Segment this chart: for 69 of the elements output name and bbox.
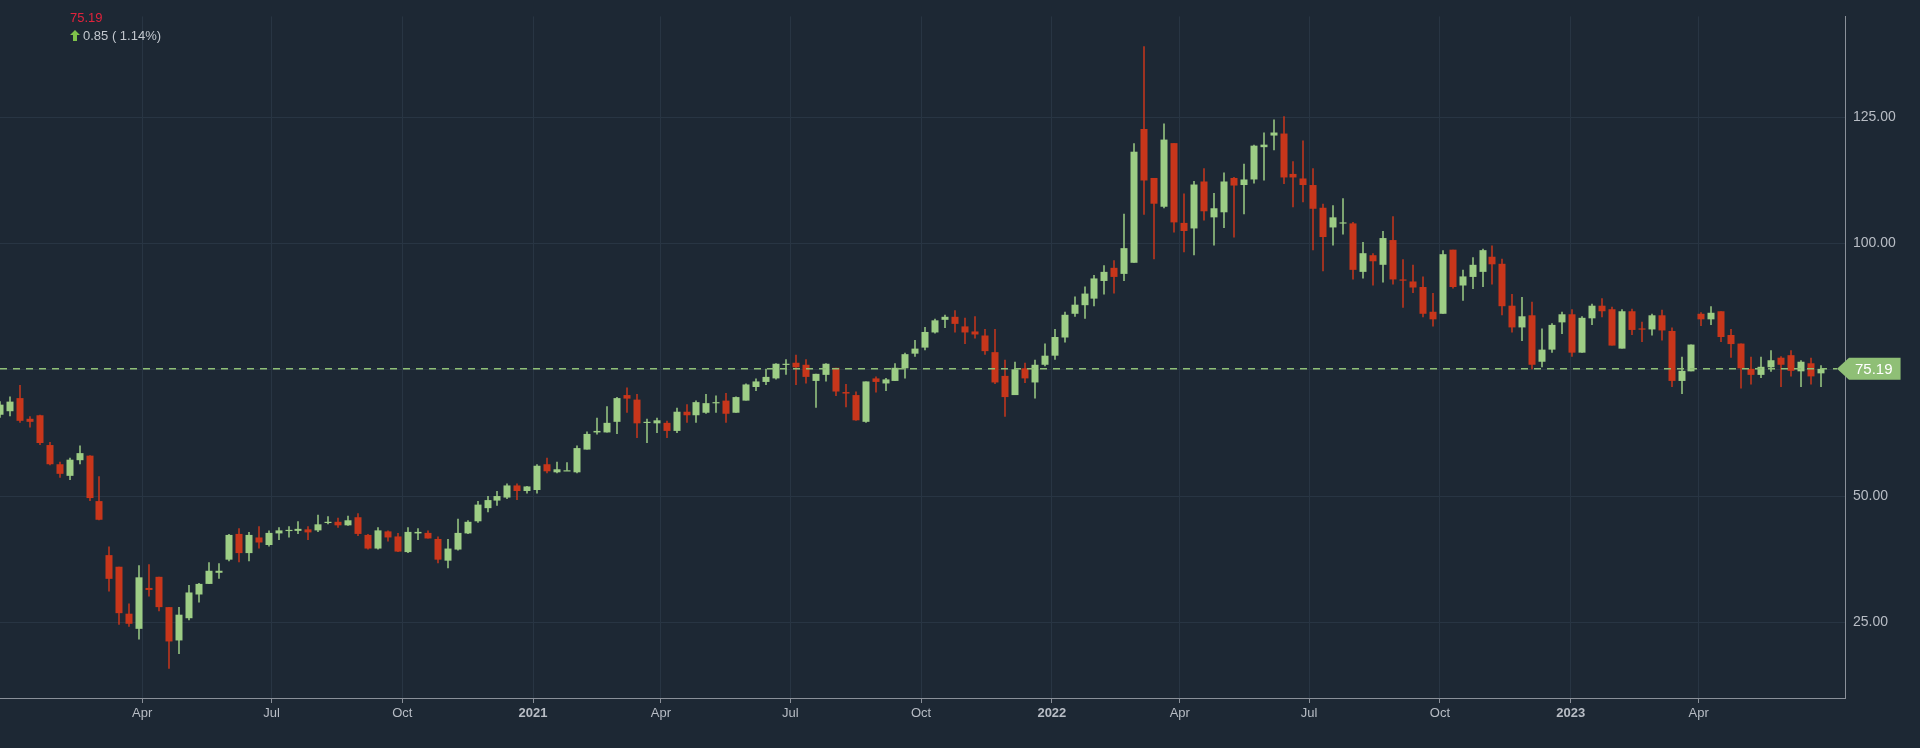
candlestick bbox=[1329, 205, 1337, 246]
x-tick-label: Oct bbox=[1429, 705, 1451, 721]
candlestick bbox=[1399, 259, 1407, 308]
candlestick bbox=[1110, 260, 1118, 294]
candlestick bbox=[1488, 245, 1496, 285]
x-tick-label: Jul bbox=[263, 705, 280, 721]
candlestick bbox=[1707, 306, 1715, 325]
x-tick-label: Jul bbox=[782, 705, 799, 721]
candlestick bbox=[1180, 193, 1188, 253]
y-tick-label: 50.00 bbox=[1853, 486, 1889, 503]
candlestick bbox=[842, 383, 850, 408]
candlestick bbox=[1638, 321, 1646, 343]
candlestick bbox=[1240, 163, 1248, 215]
candlestick bbox=[951, 310, 959, 333]
ref-line-label: 75.19 bbox=[1855, 360, 1893, 377]
candlestick bbox=[553, 461, 561, 474]
x-tick-label: 2021 bbox=[518, 705, 548, 721]
candlestick bbox=[1409, 264, 1417, 294]
candlestick bbox=[1727, 328, 1735, 358]
candlestick bbox=[493, 491, 501, 506]
candlestick bbox=[1270, 119, 1278, 151]
candlestick bbox=[872, 376, 880, 393]
candlestick bbox=[1518, 297, 1526, 342]
candlestick bbox=[255, 526, 263, 549]
x-tick-label: Apr bbox=[650, 705, 672, 721]
x-tick-label: Oct bbox=[392, 705, 413, 721]
candlestick bbox=[275, 527, 283, 540]
candlestick bbox=[1230, 176, 1238, 238]
candlestick bbox=[1339, 198, 1347, 235]
y-tick-label: 100.00 bbox=[1853, 234, 1897, 251]
candlestick bbox=[911, 340, 919, 357]
y-tick-label: 25.00 bbox=[1853, 613, 1889, 630]
y-tick-label: 125.00 bbox=[1853, 108, 1897, 125]
candlestick bbox=[1309, 168, 1317, 251]
candlestick bbox=[812, 373, 820, 408]
candlestick bbox=[762, 368, 770, 385]
annotation: 0.85 ( 1.14%) bbox=[83, 28, 162, 43]
candlestick bbox=[1538, 328, 1546, 368]
candlestick bbox=[1777, 356, 1785, 387]
candlestick bbox=[294, 521, 302, 534]
x-tick-label: Apr bbox=[1169, 705, 1191, 721]
candlestick bbox=[882, 377, 890, 392]
x-tick-label: Apr bbox=[132, 705, 153, 721]
candlestick bbox=[1697, 312, 1705, 326]
candlestick bbox=[304, 526, 312, 540]
candlestick bbox=[653, 417, 661, 433]
candlestick bbox=[623, 387, 631, 413]
candlestick bbox=[1150, 177, 1158, 260]
candlestick bbox=[1299, 140, 1307, 203]
x-tick-label: Jul bbox=[1300, 705, 1318, 721]
candlestick bbox=[1598, 298, 1606, 318]
candlestick bbox=[145, 564, 153, 597]
x-tick-label: Oct bbox=[910, 705, 932, 721]
candlestick bbox=[1459, 269, 1467, 301]
chart-subtitle: 75.19 bbox=[70, 10, 104, 25]
candlestick bbox=[971, 316, 979, 339]
candlestick bbox=[941, 314, 949, 328]
x-tick-label: Apr bbox=[1688, 705, 1710, 721]
candlestick bbox=[26, 416, 34, 428]
x-tick-label: 2023 bbox=[1556, 705, 1586, 721]
candlestick bbox=[1429, 293, 1437, 327]
candlestick bbox=[1140, 46, 1148, 215]
candlestick bbox=[961, 317, 969, 345]
candlestick bbox=[215, 563, 223, 579]
candlestick bbox=[1210, 193, 1218, 246]
candlestick bbox=[1369, 253, 1377, 286]
candlestick bbox=[1747, 356, 1755, 385]
x-tick-label: 2022 bbox=[1037, 705, 1067, 721]
candlestick bbox=[1100, 265, 1108, 295]
